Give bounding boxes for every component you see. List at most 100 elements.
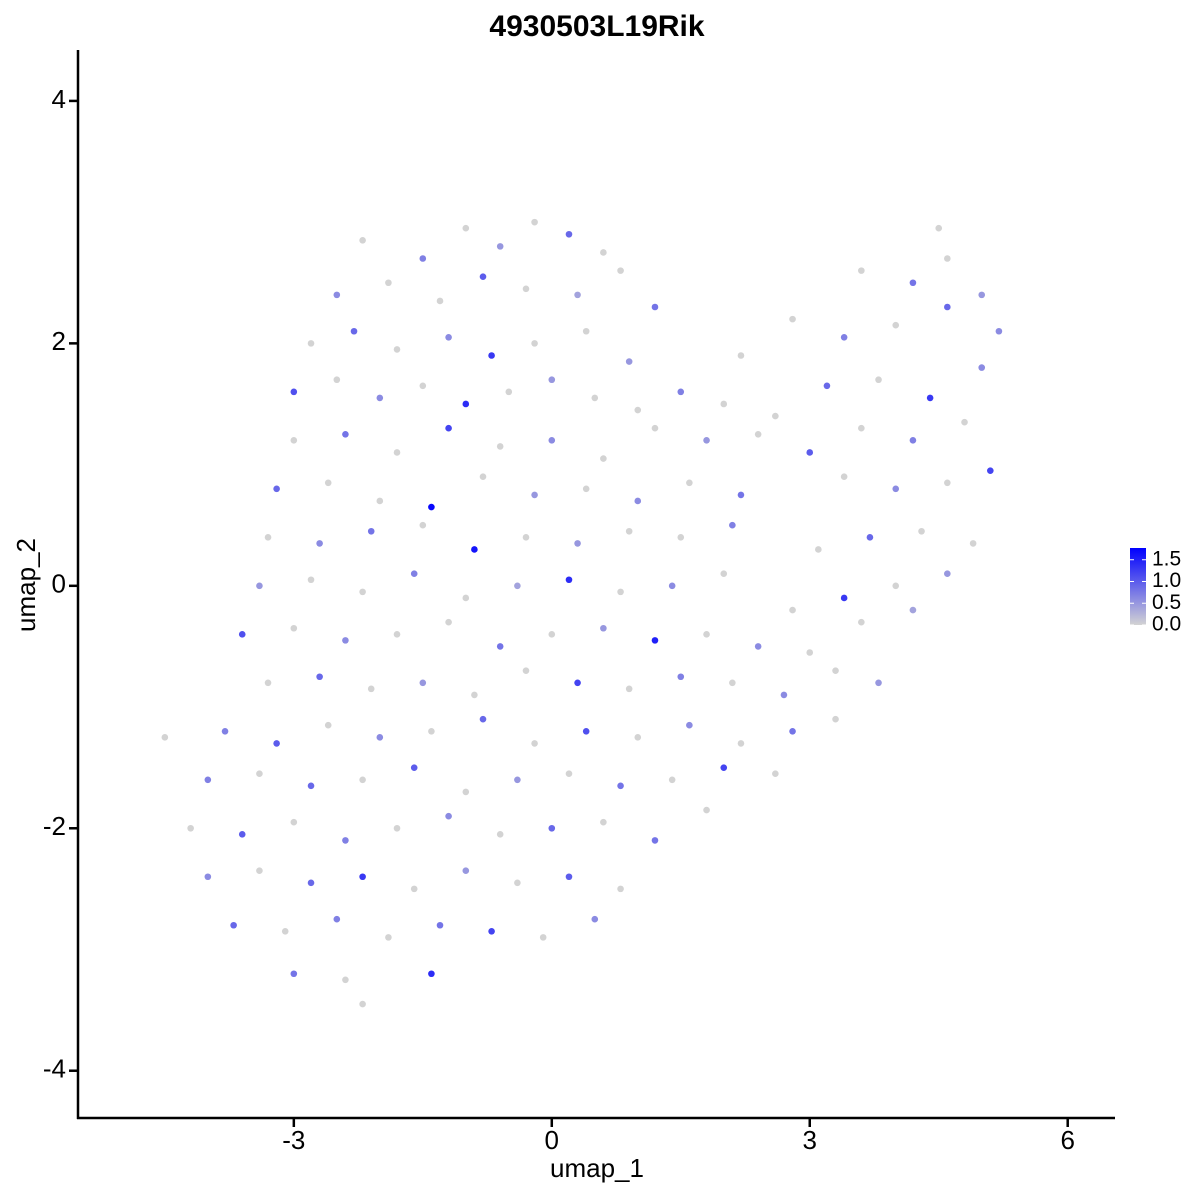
- point: [342, 430, 349, 438]
- point: [531, 491, 538, 499]
- point: [840, 334, 848, 341]
- y-tick-label: 4: [52, 84, 66, 114]
- x-tick-label: 3: [803, 1125, 817, 1155]
- point: [393, 346, 401, 353]
- point: [522, 534, 530, 541]
- point: [703, 806, 710, 814]
- point: [385, 279, 392, 287]
- x-tick-label: 6: [1060, 1125, 1074, 1155]
- point: [789, 727, 796, 735]
- point: [410, 764, 418, 771]
- point: [634, 734, 642, 741]
- point: [737, 740, 745, 747]
- point: [342, 637, 349, 644]
- point: [565, 576, 573, 584]
- point: [359, 1000, 366, 1008]
- x-tick-label: -3: [282, 1125, 305, 1155]
- point: [471, 691, 478, 699]
- point: [496, 831, 504, 838]
- colorbar-label: 1.0: [1152, 569, 1181, 592]
- point: [789, 606, 796, 614]
- point: [918, 527, 925, 535]
- point: [668, 776, 676, 784]
- point: [772, 412, 779, 420]
- point: [944, 479, 951, 487]
- point: [273, 485, 280, 493]
- point: [806, 449, 814, 456]
- y-tick-label: -2: [43, 811, 66, 841]
- point: [462, 594, 470, 602]
- point: [522, 667, 530, 674]
- point: [582, 485, 590, 493]
- point: [574, 291, 581, 299]
- point: [651, 637, 659, 644]
- point: [591, 394, 599, 402]
- point: [496, 443, 504, 450]
- point: [436, 921, 444, 929]
- point: [832, 667, 839, 674]
- point: [565, 873, 573, 881]
- point: [909, 279, 917, 287]
- point: [789, 315, 796, 323]
- point: [978, 364, 986, 371]
- point: [531, 218, 538, 226]
- point: [875, 679, 882, 687]
- point: [531, 340, 538, 347]
- point: [961, 418, 968, 426]
- y-tick-label: 2: [52, 326, 66, 356]
- point: [350, 327, 358, 335]
- point: [720, 570, 728, 577]
- point: [307, 782, 315, 790]
- point: [668, 582, 676, 590]
- point: [600, 249, 607, 256]
- point: [514, 776, 521, 784]
- point: [393, 824, 401, 832]
- point: [858, 424, 865, 432]
- point: [187, 824, 194, 832]
- point: [333, 915, 341, 923]
- point: [428, 727, 435, 735]
- point: [376, 497, 384, 505]
- point: [419, 521, 427, 529]
- point: [944, 570, 951, 577]
- point: [221, 727, 229, 735]
- point: [531, 740, 538, 747]
- point: [496, 643, 504, 650]
- point: [367, 527, 375, 535]
- point: [686, 721, 693, 729]
- point: [625, 358, 633, 365]
- point: [651, 837, 659, 844]
- point: [333, 376, 341, 384]
- point: [316, 673, 323, 681]
- point: [273, 740, 280, 747]
- point: [840, 473, 848, 481]
- point: [892, 485, 900, 493]
- point: [617, 782, 624, 790]
- y-tick-label: 0: [52, 569, 66, 599]
- point: [875, 376, 882, 384]
- point: [935, 224, 943, 232]
- point: [342, 976, 349, 984]
- point: [720, 400, 728, 408]
- point: [324, 479, 332, 487]
- point: [161, 734, 169, 741]
- point: [290, 388, 298, 396]
- point: [393, 631, 401, 638]
- point: [625, 685, 633, 693]
- point: [737, 352, 745, 359]
- point: [548, 824, 556, 832]
- point: [462, 788, 470, 796]
- point: [367, 685, 375, 693]
- point: [264, 534, 272, 541]
- point: [316, 540, 323, 547]
- point: [428, 970, 435, 978]
- point: [600, 818, 607, 826]
- point: [376, 394, 384, 402]
- point: [496, 243, 504, 250]
- point: [445, 812, 452, 820]
- point: [419, 382, 427, 390]
- point: [479, 273, 487, 280]
- point: [462, 224, 470, 232]
- point: [307, 340, 315, 347]
